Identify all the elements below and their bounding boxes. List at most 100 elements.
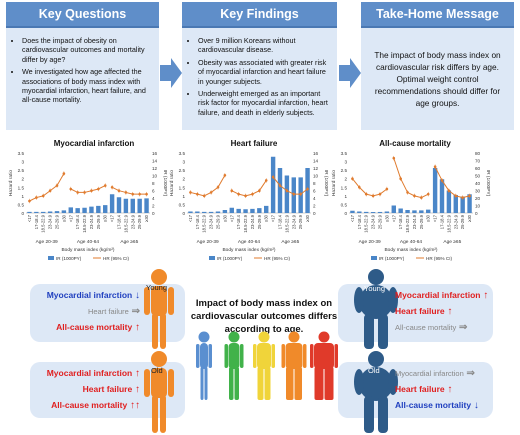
x-tick-label: 17-18.4 <box>440 214 445 229</box>
finding-item: Obesity was associated with greater risk… <box>198 58 329 86</box>
x-tick-label: 23-24.9 <box>412 214 417 229</box>
ir-bar <box>426 209 431 213</box>
ir-bar <box>208 211 214 213</box>
x-tick-label: <17 <box>27 214 32 222</box>
age-group-label: Age 40-64 <box>77 239 99 245</box>
figure-head <box>258 331 270 343</box>
hr-point <box>124 191 128 194</box>
y-tick-right: 70 <box>475 159 481 164</box>
legend-bar-swatch <box>48 256 54 260</box>
hr-point <box>264 179 268 182</box>
y-tick-left: 1.5 <box>341 185 348 190</box>
ir-bar <box>96 205 101 213</box>
ir-bar <box>243 209 248 213</box>
figure-arm <box>253 344 257 368</box>
ir-bar <box>82 207 87 213</box>
x-tick-label: 25-29.9 <box>137 214 142 229</box>
hr-point <box>461 196 464 199</box>
hr-point <box>358 185 361 189</box>
hr-point <box>41 194 45 198</box>
legend-bar-swatch <box>371 256 377 260</box>
y-tick-right: 10 <box>152 174 158 179</box>
trend-arrow-icon: ↓ <box>132 290 140 301</box>
hr-point <box>69 187 73 191</box>
y-tick-right: 80 <box>475 151 481 156</box>
hr-point <box>468 194 471 198</box>
x-tick-label: 18.5-22.9 <box>446 214 451 232</box>
hr-line <box>272 176 308 195</box>
y-tick-right: 20 <box>475 196 481 201</box>
y-tick-left: 3.5 <box>18 151 25 156</box>
y-tick-right: 0 <box>475 211 478 216</box>
x-axis-label: Body mass index (kg/m²) <box>222 247 275 253</box>
ir-bar <box>47 211 53 213</box>
bmi-figures-row <box>196 331 338 400</box>
outcome-row: All-cause mortality ⇒ <box>395 322 467 333</box>
x-tick-label: ≥30 <box>222 214 227 222</box>
outcome-label: All-cause mortality <box>395 400 472 410</box>
hr-point <box>454 194 458 198</box>
x-tick-label: <17 <box>350 214 355 222</box>
y-tick-right: 2 <box>152 204 155 209</box>
x-tick-label: 25-29.9 <box>257 214 262 229</box>
x-tick-label: <17 <box>110 214 115 222</box>
x-tick-label: 23-24.9 <box>453 214 458 229</box>
hr-point <box>216 185 220 189</box>
hr-point <box>378 192 382 196</box>
outcome-label: Heart failure <box>82 384 133 394</box>
figure-leg <box>264 367 271 400</box>
figure-head <box>228 331 240 343</box>
hr-line <box>111 186 147 195</box>
ir-bar <box>54 211 60 213</box>
y-tick-left: 3 <box>21 160 24 165</box>
outcome-label: Heart failure <box>395 306 445 316</box>
x-tick-label: 17-18.4 <box>34 214 39 229</box>
hr-point <box>62 172 66 175</box>
ir-bar <box>229 207 234 213</box>
outcome-row: Myocardial infarction ↑ <box>395 290 488 301</box>
x-tick-label: 18.5-22.9 <box>284 214 289 232</box>
y-tick-left: 3.5 <box>341 151 348 156</box>
x-tick-label: 23-24.9 <box>371 214 376 229</box>
outcome-row: Heart failure ↑ <box>395 306 452 317</box>
y-tick-left: 2 <box>182 177 185 182</box>
y-tick-left: 1.5 <box>179 185 186 190</box>
person-figure-icon <box>281 331 307 400</box>
ir-bar <box>370 212 376 213</box>
y-tick-right: 0 <box>313 211 316 216</box>
ir-bar <box>222 210 228 213</box>
hr-point <box>447 189 451 193</box>
key-questions-panel: Does the impact of obesity on cardiovasc… <box>6 28 159 130</box>
x-tick-label: 17-18.4 <box>236 214 241 229</box>
y-axis-label-left: Hazard ratio <box>331 170 337 196</box>
ir-bar <box>405 210 410 213</box>
y-tick-right: 16 <box>313 151 319 156</box>
figure-arm <box>240 344 244 368</box>
key-findings-title: Key Findings <box>220 7 299 21</box>
ir-bar <box>188 211 193 213</box>
outcome-label: Myocardial infarction <box>46 368 133 378</box>
obese-person-young-icon <box>354 269 398 349</box>
figure-leg <box>234 367 239 400</box>
age-group-label: Age 40-64 <box>238 239 260 245</box>
figure-leg <box>324 367 334 400</box>
figure-arm <box>310 344 314 368</box>
figure-leg <box>257 367 264 400</box>
x-tick-label: 25-29.9 <box>216 214 221 229</box>
x-tick-label: 17-18.4 <box>398 214 403 229</box>
question-item: Does the impact of obesity on cardiovasc… <box>22 36 151 64</box>
x-tick-label: <17 <box>68 214 73 222</box>
ir-bar <box>453 195 458 213</box>
legend-bar-label: IR (1000PY) <box>217 256 243 261</box>
figure-arm <box>303 344 307 368</box>
hr-point <box>189 191 192 194</box>
figure-torso <box>285 343 303 369</box>
figure-arm <box>281 344 285 368</box>
age-group-label: Age 20-39 <box>359 239 381 245</box>
ir-bar <box>446 190 452 213</box>
hr-point <box>35 196 38 199</box>
x-tick-label: 18.5-22.9 <box>82 214 87 232</box>
figure-torso <box>257 343 271 369</box>
hr-point <box>440 179 444 182</box>
hr-point <box>223 173 227 177</box>
